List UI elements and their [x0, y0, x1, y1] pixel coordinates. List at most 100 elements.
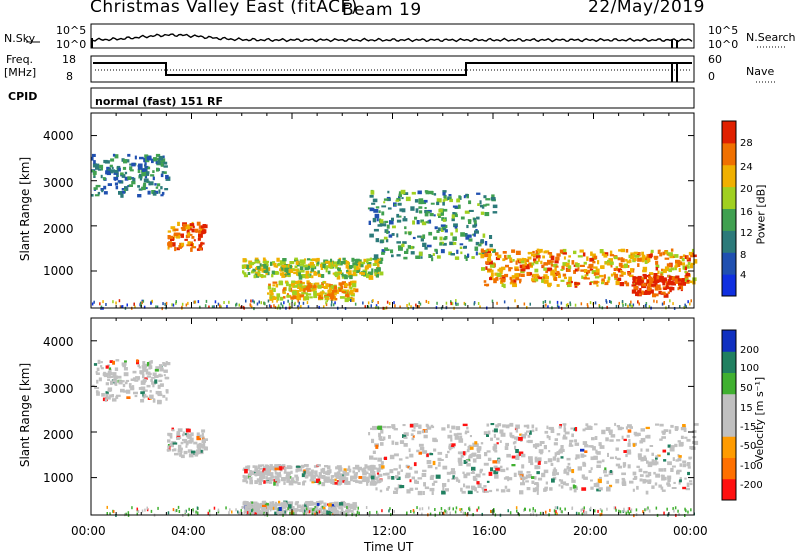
power-echo-cell-4-6	[452, 236, 457, 241]
power-echo-cell-6-68	[647, 283, 652, 288]
velocity-echo-cell-4-656	[511, 464, 516, 467]
velocity-echo-cell-4-366	[560, 445, 564, 449]
power-echo-cell-4-71	[369, 207, 375, 212]
power-near-range-cell-165	[331, 300, 333, 304]
power-echo-cell-5-238	[653, 276, 658, 281]
velocity-near-range-cell-228	[571, 506, 574, 510]
power-echo-cell-5-90	[525, 259, 530, 263]
power-echo-cell-4-202	[468, 200, 472, 205]
velocity-echo-cell-4-654	[560, 479, 564, 484]
velocity-echo-cell-3-220	[253, 502, 257, 506]
velocity-echo-cell-4-559	[378, 436, 383, 441]
velocity-echo-cell-2-270	[274, 467, 280, 471]
power-echo-cell-5-19	[590, 251, 593, 256]
velocity-echo-cell-4-349	[479, 468, 483, 472]
velocity-near-range-cell-239	[628, 507, 631, 511]
power-echo-cell-4-52	[401, 208, 406, 213]
velocity-echo-cell-3-247	[255, 507, 260, 511]
power-echo-cell-5-337	[575, 282, 581, 285]
power-echo-cell-4-178	[410, 206, 415, 211]
velocity-echo-cell-0-162	[158, 364, 163, 369]
velocity-echo-cell-4-479	[422, 450, 428, 454]
x-tick-2400: 00:00	[673, 524, 708, 538]
velocity-echo-cell-4-293	[526, 471, 531, 474]
power-near-range-cell-90	[297, 299, 299, 303]
power-echo-cell-0-116	[156, 167, 159, 172]
power-echo-cell-6-106	[636, 291, 639, 296]
power-near-range-cell-169	[689, 302, 691, 306]
power-echo-cell-5-456	[481, 267, 486, 271]
velocity-echo-cell-4-555	[645, 490, 649, 495]
power-echo-cell-2-31	[377, 260, 383, 264]
power-echo-cell-5-240	[552, 274, 556, 278]
velocity-echo-cell-4-191	[673, 481, 676, 484]
power-echo-cell-4-228	[445, 224, 448, 228]
power-echo-cell-5-157	[642, 258, 645, 261]
velocity-echo-cell-4-429	[651, 485, 655, 489]
power-echo-cell-0-47	[160, 173, 164, 178]
velocity-echo-cell-1-21	[188, 453, 194, 458]
power-echo-cell-2-120	[305, 270, 309, 276]
power-echo-cell-6-24	[656, 276, 660, 281]
velocity-echo-cell-4-659	[623, 450, 627, 453]
power-echo-cell-6-66	[651, 278, 654, 282]
velocity-echo-cell-0-148	[143, 393, 147, 397]
velocity-echo-cell-4-382	[620, 427, 624, 430]
velocity-echo-cell-4-221	[523, 424, 529, 428]
velocity-echo-cell-4-490	[566, 457, 571, 461]
power-echo-cell-4-125	[440, 224, 446, 227]
velocity-echo-cell-0-147	[140, 391, 145, 395]
power-echo-cell-3-138	[305, 286, 311, 290]
power-echo-cell-4-75	[428, 219, 431, 223]
velocity-echo-cell-4-168	[609, 439, 614, 442]
velocity-echo-cell-4-283	[659, 438, 663, 441]
velocity-echo-cell-4-220	[512, 441, 516, 445]
velocity-echo-cell-4-146	[461, 490, 466, 494]
power-near-range-cell-236	[133, 302, 135, 306]
velocity-echo-cell-0-68	[109, 394, 114, 398]
velocity-echo-cell-0-144	[112, 372, 117, 377]
velocity-colorbar-frame	[721, 329, 737, 501]
power-echo-cell-5-130	[488, 254, 491, 259]
power-echo-cell-6-20	[680, 278, 685, 283]
power-near-range-cell-39	[567, 303, 569, 307]
power-echo-cell-4-177	[434, 248, 438, 252]
velocity-echo-cell-0-3	[158, 373, 162, 378]
velocity-echo-cell-4-427	[487, 430, 491, 435]
power-near-range-cell-140	[436, 301, 438, 305]
power-echo-cell-2-151	[262, 275, 267, 278]
velocity-echo-cell-4-534	[478, 446, 482, 449]
velocity-echo-cell-0-17	[154, 374, 159, 378]
power-echo-cell-5-68	[562, 248, 567, 253]
velocity-echo-cell-0-149	[131, 385, 135, 389]
power-echo-cell-2-211	[272, 261, 276, 264]
velocity-echo-cell-0-128	[96, 367, 100, 372]
power-echo-cell-5-232	[555, 256, 560, 261]
velocity-colorbar-segment-4	[722, 393, 736, 416]
velocity-echo-cell-4-589	[584, 444, 589, 448]
velocity-echo-cell-4-640	[454, 476, 458, 480]
velocity-echo-cell-4-421	[614, 456, 617, 459]
velocity-echo-cell-0-55	[95, 371, 98, 374]
power-echo-cell-5-160	[538, 276, 543, 280]
power-echo-cell-5-333	[615, 280, 620, 285]
power-echo-cell-4-94	[449, 198, 453, 203]
velocity-echo-cell-3-117	[260, 505, 263, 508]
power-echo-cell-5-12	[525, 265, 530, 270]
power-echo-cell-1-20	[191, 246, 197, 249]
velocity-echo-cell-0-103	[94, 387, 100, 390]
velocity-echo-cell-0-95	[115, 395, 119, 399]
velocity-echo-cell-2-226	[371, 471, 376, 475]
power-echo-cell-3-119	[329, 285, 334, 290]
power-echo-cell-2-208	[369, 271, 373, 275]
power-echo-cell-5-356	[480, 250, 486, 253]
velocity-echo-cell-4-279	[479, 469, 482, 474]
velocity-echo-cell-4-592	[577, 466, 582, 471]
velocity-echo-cell-2-262	[281, 477, 285, 482]
power-echo-cell-0-18	[138, 188, 143, 191]
velocity-echo-cell-4-500	[609, 432, 613, 435]
power-echo-cell-5-118	[508, 267, 513, 270]
power-echo-cell-4-192	[442, 219, 446, 222]
velocity-echo-cell-0-114	[130, 387, 135, 391]
power-echo-cell-5-162	[619, 282, 625, 287]
